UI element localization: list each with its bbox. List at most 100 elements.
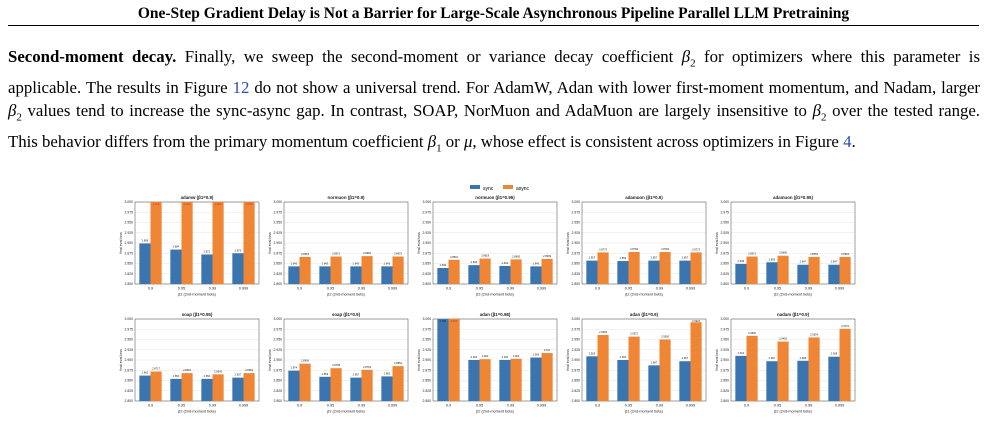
y-tick-label: 2.800: [423, 399, 432, 403]
data-label-async: 3.000: [451, 319, 458, 323]
y-axis-label: final eval loss: [715, 349, 719, 371]
y-axis-label: final eval loss: [715, 232, 719, 254]
x-tick-label: 0.95: [625, 287, 632, 291]
x-tick-label: 0.999: [686, 404, 696, 408]
bar-async: [361, 256, 373, 284]
bar-async: [510, 259, 522, 284]
y-tick-label: 2.900: [572, 241, 581, 245]
legend-label-sync: sync: [483, 186, 494, 192]
data-label-async: 2.9608: [599, 330, 607, 334]
y-tick-label: 2.875: [423, 368, 432, 372]
y-tick-label: 2.800: [125, 282, 134, 286]
y-tick-label: 2.800: [125, 399, 134, 403]
data-label-async: 3.000: [184, 202, 191, 206]
x-tick-label: 0.99: [507, 287, 514, 291]
data-label-async: 2.917: [544, 348, 551, 352]
bar-async: [299, 256, 311, 284]
data-label-async: 2.8591: [450, 255, 458, 259]
y-tick-label: 2.875: [125, 368, 134, 372]
y-tick-label: 2.800: [572, 282, 581, 286]
header-rule: [8, 25, 979, 26]
bar-sync: [350, 377, 362, 401]
x-tick-label: 0.9: [446, 404, 451, 408]
paragraph-text: values tend to increase the sync-async g…: [21, 101, 813, 121]
y-tick-label: 2.825: [274, 389, 283, 393]
x-axis-label: β2 (2nd-moment beta): [625, 410, 663, 414]
data-label-sync: 2.875: [235, 248, 242, 252]
bar-sync: [735, 263, 747, 284]
data-label-sync: 2.843: [533, 261, 540, 265]
bar-sync: [437, 319, 449, 401]
x-tick-label: 0.95: [476, 287, 483, 291]
plot-frame: [134, 201, 260, 285]
bar-async: [777, 255, 789, 284]
bar-sync: [468, 265, 480, 284]
data-label-async: 3.000: [153, 202, 160, 206]
bar-sync: [350, 266, 362, 284]
x-tick-label: 0.999: [686, 287, 696, 291]
panel-title: adan (β1=0.9): [630, 312, 659, 317]
data-label-sync: 2.874: [291, 366, 298, 370]
x-tick-label: 0.999: [537, 287, 547, 291]
paragraph-text: .: [851, 131, 856, 151]
y-tick-label: 2.825: [423, 389, 432, 393]
x-axis-label: β2 (2nd-moment beta): [178, 293, 216, 297]
paragraph-text: for optimizers where this parameter is a…: [8, 47, 980, 97]
bar-sync: [530, 266, 542, 284]
data-label-async: 2.8681: [245, 368, 253, 372]
panel-title: adamw (β1=0.9): [181, 195, 214, 200]
chart-panel: 2.800 2.825 2.850 2.875 2.900 2.925 2.950 2.975…: [417, 312, 558, 414]
plot-frame: [432, 201, 558, 285]
y-tick-label: 2.875: [721, 251, 730, 255]
data-label-sync: 2.853: [769, 257, 776, 261]
chart-panel: 2.800 2.825 2.850 2.875 2.900 2.925 2.950 2.975…: [268, 195, 409, 297]
data-label-async: 2.8782: [630, 247, 638, 251]
bar-sync: [232, 377, 244, 401]
bar-async: [541, 258, 553, 284]
data-label-sync: 2.843: [322, 261, 329, 265]
chart-panel: 2.800 2.825 2.850 2.875 2.900 2.925 2.950 2.975…: [566, 195, 707, 297]
x-axis-label: β2 (2nd-moment beta): [178, 410, 216, 414]
bar-async: [479, 359, 491, 401]
y-tick-label: 2.875: [125, 251, 134, 255]
x-tick-label: 0.999: [388, 404, 398, 408]
data-label-sync: 2.844: [502, 261, 509, 265]
x-axis-label: β2 (2nd-moment beta): [774, 410, 812, 414]
mu-symbol: μ: [463, 131, 473, 151]
data-label-sync: 2.857: [682, 256, 689, 260]
panel-title: soap (β1=0.95): [182, 312, 213, 317]
x-tick-label: 0.9: [744, 287, 749, 291]
bar-sync: [499, 360, 511, 401]
bar-sync: [139, 243, 151, 284]
data-label-sync: 2.900: [471, 355, 478, 359]
figure-ref-link[interactable]: 12: [232, 77, 250, 97]
y-tick-label: 2.850: [423, 379, 432, 383]
chart-panels: 2.800 2.825 2.850 2.875 2.900 2.925 2.950 2.975…: [119, 195, 856, 414]
data-label-sync: 2.843: [353, 261, 360, 265]
y-tick-label: 2.950: [572, 338, 581, 342]
bar-sync: [530, 357, 542, 401]
bar-async: [808, 337, 820, 401]
beta2-symbol: β2: [812, 101, 827, 124]
paragraph-text: Finally, we sweep the second-moment or v…: [176, 47, 682, 66]
bar-sync: [797, 264, 809, 284]
bar-async: [330, 368, 342, 401]
y-tick-label: 2.925: [125, 231, 134, 235]
data-label-async: 2.8852: [394, 361, 402, 365]
x-tick-label: 0.9: [595, 287, 600, 291]
running-head: One-Step Gradient Delay is Not a Barrier…: [137, 5, 850, 22]
data-label-async: 2.8681: [183, 368, 191, 372]
x-tick-label: 0.9: [148, 287, 153, 291]
x-tick-label: 0.9: [297, 287, 302, 291]
data-label-async: 2.9500: [661, 335, 669, 339]
figure-ref-link[interactable]: 4: [843, 131, 852, 151]
data-label-sync: 2.857: [589, 256, 596, 260]
data-label-async: 2.903: [513, 354, 520, 358]
data-label-sync: 2.909: [589, 351, 596, 355]
data-label-async: 2.8663: [810, 252, 818, 256]
y-tick-label: 2.925: [721, 348, 730, 352]
data-label-sync: 2.854: [204, 374, 211, 378]
bar-sync: [139, 375, 151, 401]
y-tick-label: 2.875: [274, 251, 283, 255]
x-tick-label: 0.95: [625, 404, 632, 408]
